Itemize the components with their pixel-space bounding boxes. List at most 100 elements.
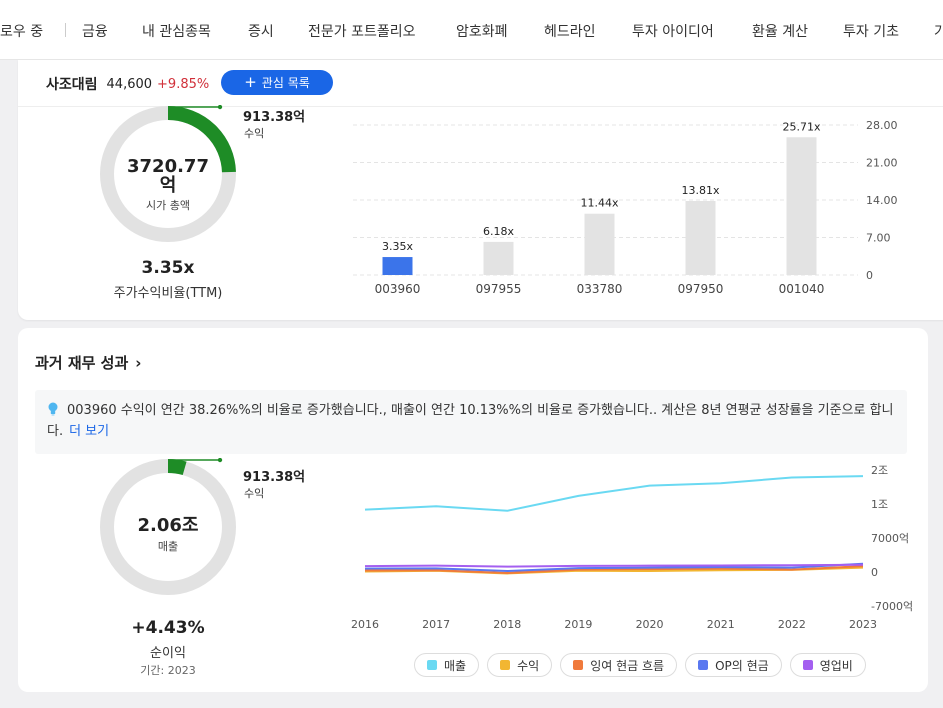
legend-label: 영업비 (819, 658, 853, 673)
series-line[interactable] (364, 563, 864, 568)
bar[interactable] (584, 213, 615, 275)
revenue-total-label: 매출 (157, 540, 179, 553)
y-tick-label: 0 (871, 566, 878, 579)
bar[interactable] (382, 257, 413, 275)
bar-value-label: 11.44x (580, 197, 618, 210)
add-watchlist-label: 관심 목록 (261, 76, 310, 90)
legend-label: OP의 현금 (715, 658, 769, 673)
legend-item[interactable]: OP의 현금 (685, 653, 782, 677)
bar-value-label: 25.71x (782, 120, 820, 133)
legend-label: 수익 (517, 658, 540, 673)
market-cap-donut (100, 105, 236, 242)
nav-item-finance[interactable]: 금융 (82, 24, 108, 40)
donut-revenue-arc (167, 106, 236, 173)
legend-swatch (573, 660, 584, 670)
stock-price: 44,600 (106, 76, 153, 92)
revenue-value: 913.38억 (243, 110, 306, 125)
nav-item-headlines[interactable]: 헤드라인 (544, 24, 596, 40)
y-tick-label: 1조 (871, 498, 888, 511)
legend-item[interactable]: 매출 (414, 653, 480, 677)
bar[interactable] (483, 241, 514, 275)
earnings-label: 수익 (244, 487, 265, 500)
y-tick-label: 2조 (871, 464, 888, 477)
net-income-growth-value: +4.43% (131, 618, 205, 638)
legend-item[interactable]: 영업비 (789, 653, 866, 677)
stock-name: 사조대림 (46, 77, 98, 93)
legend-label: 잉여 현금 흐름 (590, 658, 665, 673)
x-tick-label: 2023 (849, 618, 877, 631)
series-line[interactable] (364, 565, 864, 574)
legend-label: 매출 (444, 658, 467, 673)
series-line[interactable] (364, 475, 864, 512)
nav-item-watchlist[interactable]: 내 관심종목 (142, 24, 211, 40)
bar-value-label: 3.35x (382, 240, 413, 253)
y-tick-label: -7000억 (871, 600, 913, 613)
nav-separator (65, 23, 66, 37)
nav-item-exchange[interactable]: 환율 계산 (752, 24, 808, 40)
add-watchlist-button[interactable]: + 관심 목록 (221, 70, 333, 95)
insight-box: 003960 수익이 연간 38.26%%의 비율로 증가했습니다., 매출이 … (35, 390, 907, 454)
legend-item[interactable]: 잉여 현금 흐름 (560, 653, 678, 677)
donut-earnings-arc (167, 459, 187, 476)
x-tick-label: 2021 (707, 618, 735, 631)
peer-pe-bar-chart: 28.00 21.00 14.00 7.00 0 3.35x 003960 6.18x 0979… (353, 119, 898, 296)
market-cap-unit: 억 (159, 175, 177, 196)
pe-ratio-value: 3.35x (141, 258, 195, 278)
chart-legend: 매출 수익 잉여 현금 흐름 OP의 현금 영업비 (414, 653, 866, 677)
x-tick-label: 2019 (564, 618, 592, 631)
y-tick-label: 7.00 (866, 232, 891, 245)
x-tick-label: 2017 (422, 618, 450, 631)
legend-swatch (698, 660, 709, 670)
top-nav: 로우 중 금융 내 관심종목 증시 전문가 포트폴리오 암호화폐 헤드라인 투자… (0, 0, 943, 60)
revenue-total-value: 2.06조 (137, 515, 199, 536)
x-tick-label: 097955 (476, 282, 522, 296)
bar-value-label: 13.81x (681, 184, 719, 197)
plus-icon: + (244, 73, 257, 91)
y-tick-label: 7000억 (871, 532, 909, 545)
legend-swatch (500, 660, 511, 670)
market-cap-value: 3720.77 (127, 156, 209, 177)
y-tick-label: 0 (866, 269, 873, 282)
donut-leader-dot (217, 458, 223, 463)
market-cap-label: 시가 총액 (146, 199, 190, 212)
nav-item-expert-portfolio[interactable]: 전문가 포트폴리오 (308, 24, 416, 40)
y-tick-label: 28.00 (866, 119, 898, 132)
x-tick-label: 2018 (493, 618, 521, 631)
net-income-label: 순이익 (150, 646, 186, 661)
stock-change: +9.85% (157, 76, 210, 92)
divider (18, 106, 943, 107)
read-more-link[interactable]: 더 보기 (69, 424, 110, 439)
legend-swatch (802, 660, 813, 670)
stock-header: 사조대림 44,600 +9.85% (46, 73, 209, 95)
y-tick-label: 21.00 (866, 157, 898, 170)
nav-item-more[interactable]: 가 (934, 24, 943, 40)
insight-text: 003960 수익이 연간 38.26%%의 비율로 증가했습니다., 매출이 … (47, 403, 894, 439)
market-cap-center: 3720.77 억 시가 총액 (118, 156, 218, 213)
legend-swatch (427, 660, 437, 670)
x-tick-label: 033780 (577, 282, 623, 296)
nav-item-market[interactable]: 증시 (248, 24, 274, 40)
x-tick-label: 2022 (778, 618, 806, 631)
revenue-label: 수익 (244, 127, 265, 140)
legend-item[interactable]: 수익 (487, 653, 553, 677)
period-label: 기간: 2023 (140, 664, 196, 677)
nav-item-basics[interactable]: 투자 기초 (843, 24, 899, 40)
earnings-value: 913.38억 (243, 470, 306, 485)
nav-item-0[interactable]: 로우 중 (0, 24, 44, 40)
valuation-card: 사조대림 44,600 +9.85% + 관심 목록 3720.77 억 시가 … (18, 60, 943, 320)
financials-title-link[interactable]: 과거 재무 성과 › (35, 352, 141, 373)
nav-item-crypto[interactable]: 암호화폐 (456, 24, 508, 40)
x-tick-label: 2020 (636, 618, 664, 631)
nav-item-ideas[interactable]: 투자 아이디어 (632, 24, 714, 40)
series-line[interactable] (364, 562, 864, 573)
donut-leader-dot (217, 105, 223, 110)
bar-value-label: 6.18x (483, 225, 514, 238)
bar[interactable] (685, 201, 716, 275)
revenue-donut (100, 458, 236, 595)
bar[interactable] (786, 137, 817, 275)
financials-card: 과거 재무 성과 › 003960 수익이 연간 38.26%%의 비율로 증가… (18, 328, 928, 692)
x-tick-label: 2016 (351, 618, 379, 631)
x-tick-label: 001040 (779, 282, 825, 296)
pe-ratio-label: 주가수익비율(TTM) (113, 286, 223, 301)
chevron-right-icon: › (135, 353, 142, 372)
